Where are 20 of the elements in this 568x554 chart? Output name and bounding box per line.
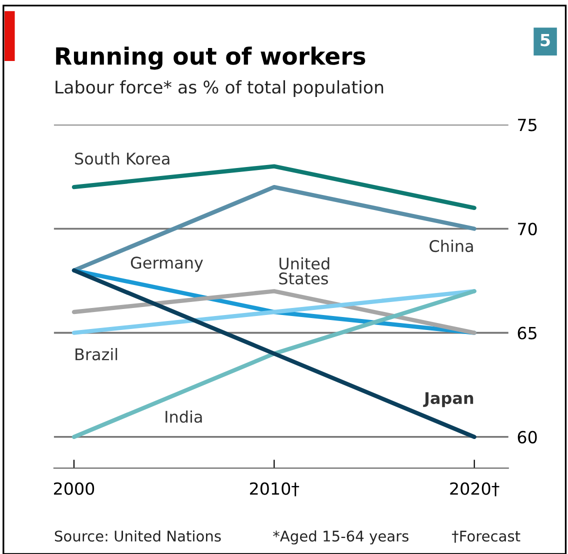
chart-title: Running out of workers: [56, 46, 366, 70]
source-note: Source: United Nations: [54, 530, 221, 542]
y-tick-label: 65: [518, 326, 536, 340]
series-label: Germany: [130, 256, 203, 272]
text: 5: [540, 34, 550, 46]
series-label: Brazil: [76, 348, 118, 360]
x-tick-label: 2010†: [250, 482, 300, 496]
series-label: United States: [279, 257, 330, 285]
y-tick-label: 70: [518, 222, 537, 236]
y-tick-label: 75: [518, 118, 536, 132]
series-label: India: [166, 410, 202, 423]
series-label: China: [430, 240, 473, 252]
x-tick-label: 2000: [54, 482, 94, 495]
text: †Forecast: [452, 530, 520, 543]
series-label: Japan: [423, 392, 474, 408]
series-label: South Korea: [75, 152, 170, 165]
y-tick-label: 60: [518, 430, 537, 444]
text: *Aged 15-64 years: [273, 530, 408, 544]
x-tick-label: 2020†: [450, 482, 500, 496]
chart-subtitle: Labour force* as % of total population: [56, 80, 384, 98]
